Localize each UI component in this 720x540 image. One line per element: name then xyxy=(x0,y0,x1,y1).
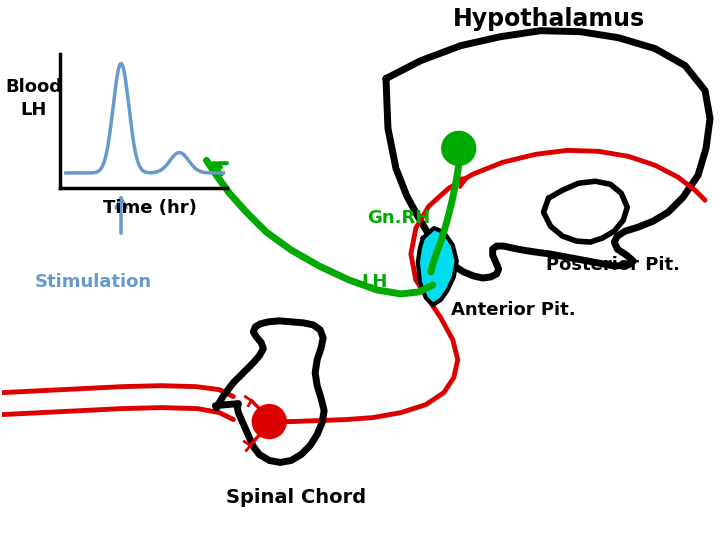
Text: Blood
LH: Blood LH xyxy=(6,78,63,119)
Text: Spinal Chord: Spinal Chord xyxy=(226,488,366,507)
Polygon shape xyxy=(418,228,456,305)
Text: LH: LH xyxy=(362,273,388,291)
Text: Stimulation: Stimulation xyxy=(35,273,153,291)
Circle shape xyxy=(442,131,476,165)
Text: Posterior Pit.: Posterior Pit. xyxy=(546,256,680,274)
Text: Gn.RH: Gn.RH xyxy=(367,209,431,227)
Text: Time (hr): Time (hr) xyxy=(103,199,197,217)
Text: Hypothalamus: Hypothalamus xyxy=(452,6,644,31)
Text: Anterior Pit.: Anterior Pit. xyxy=(451,301,576,319)
Circle shape xyxy=(252,404,287,438)
